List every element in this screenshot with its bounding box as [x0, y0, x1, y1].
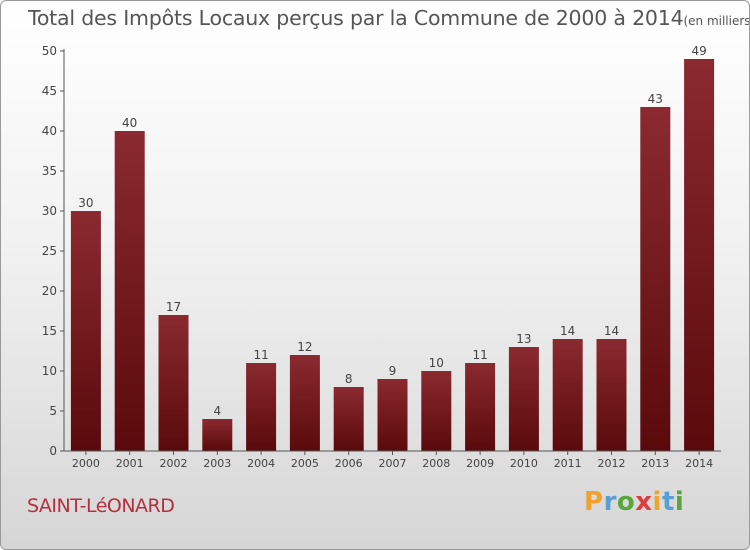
y-tick-label-40: 40 [42, 124, 57, 138]
x-tick-label-2010: 2010 [510, 457, 538, 470]
logo-letter: t [661, 487, 675, 517]
y-tick-label-5: 5 [49, 404, 57, 418]
bar-2009 [465, 363, 496, 451]
y-tick-label-20: 20 [42, 284, 57, 298]
bar-2001 [114, 131, 145, 451]
x-tick-label-2012: 2012 [598, 457, 626, 470]
chart-title: Total des Impôts Locaux perçus par la Co… [28, 6, 750, 30]
data-label-2009: 11 [472, 348, 487, 362]
bar-2012 [596, 339, 627, 451]
x-tick-label-2006: 2006 [335, 457, 363, 470]
logo-letter: P [584, 487, 604, 517]
bar-2005 [289, 355, 320, 451]
logo-letter: r [603, 487, 617, 517]
title-main: Total des Impôts Locaux perçus par la Co… [28, 6, 684, 30]
x-tick-label-2000: 2000 [72, 457, 100, 470]
data-label-2000: 30 [78, 196, 93, 210]
title-unit: (en milliers d'€) [683, 14, 750, 28]
logo-letter: x [635, 487, 653, 517]
data-label-2004: 11 [253, 348, 268, 362]
x-tick-label-2001: 2001 [116, 457, 144, 470]
logo-letter: o [616, 487, 636, 517]
x-tick-label-2011: 2011 [554, 457, 582, 470]
y-tick-label-50: 50 [42, 44, 57, 58]
data-label-2002: 17 [166, 300, 181, 314]
bar-2006 [333, 387, 364, 451]
bar-2011 [552, 339, 583, 451]
data-label-2006: 8 [345, 372, 353, 386]
data-label-2011: 14 [560, 324, 575, 338]
x-tick-label-2014: 2014 [685, 457, 713, 470]
data-label-2008: 10 [429, 356, 444, 370]
x-tick-label-2008: 2008 [422, 457, 450, 470]
x-tick-label-2004: 2004 [247, 457, 275, 470]
data-label-2010: 13 [516, 332, 531, 346]
bar-2013 [640, 107, 671, 451]
y-tick-label-45: 45 [42, 84, 57, 98]
y-tick-label-15: 15 [42, 324, 57, 338]
proxiti-logo[interactable]: Proxiti [584, 487, 684, 517]
data-label-2005: 12 [297, 340, 312, 354]
y-tick-label-35: 35 [42, 164, 57, 178]
x-tick-label-2003: 2003 [203, 457, 231, 470]
axis-layer: 2000 2001 2002 2003 2004 2005 2006 2007 2008 2009… [42, 44, 721, 470]
bar-2003 [202, 419, 233, 451]
x-tick-label-2007: 2007 [379, 457, 407, 470]
x-tick-label-2002: 2002 [160, 457, 188, 470]
logo-letter: i [674, 487, 685, 517]
bar-2000 [70, 211, 101, 451]
y-tick-label-10: 10 [42, 364, 57, 378]
data-label-2014: 49 [691, 44, 706, 58]
bars-layer: 30 40 17 4 11 12 8 9 10 11 13 14 14 43 49 [70, 44, 715, 451]
x-tick-label-2009: 2009 [466, 457, 494, 470]
data-label-2013: 43 [648, 92, 663, 106]
bar-2002 [158, 315, 189, 451]
data-label-2007: 9 [389, 364, 397, 378]
x-tick-label-2005: 2005 [291, 457, 319, 470]
bar-2007 [377, 379, 408, 451]
bar-2004 [246, 363, 277, 451]
data-label-2012: 14 [604, 324, 619, 338]
commune-name: SAINT-LéONARD [27, 495, 175, 517]
x-tick-label-2013: 2013 [641, 457, 669, 470]
bar-2014 [684, 59, 715, 451]
y-tick-label-25: 25 [42, 244, 57, 258]
bar-2008 [421, 371, 452, 451]
y-tick-label-30: 30 [42, 204, 57, 218]
data-label-2001: 40 [122, 116, 137, 130]
y-tick-label-0: 0 [49, 444, 57, 458]
data-label-2003: 4 [213, 404, 221, 418]
bar-2010 [508, 347, 539, 451]
logo-letter: i [652, 487, 662, 517]
